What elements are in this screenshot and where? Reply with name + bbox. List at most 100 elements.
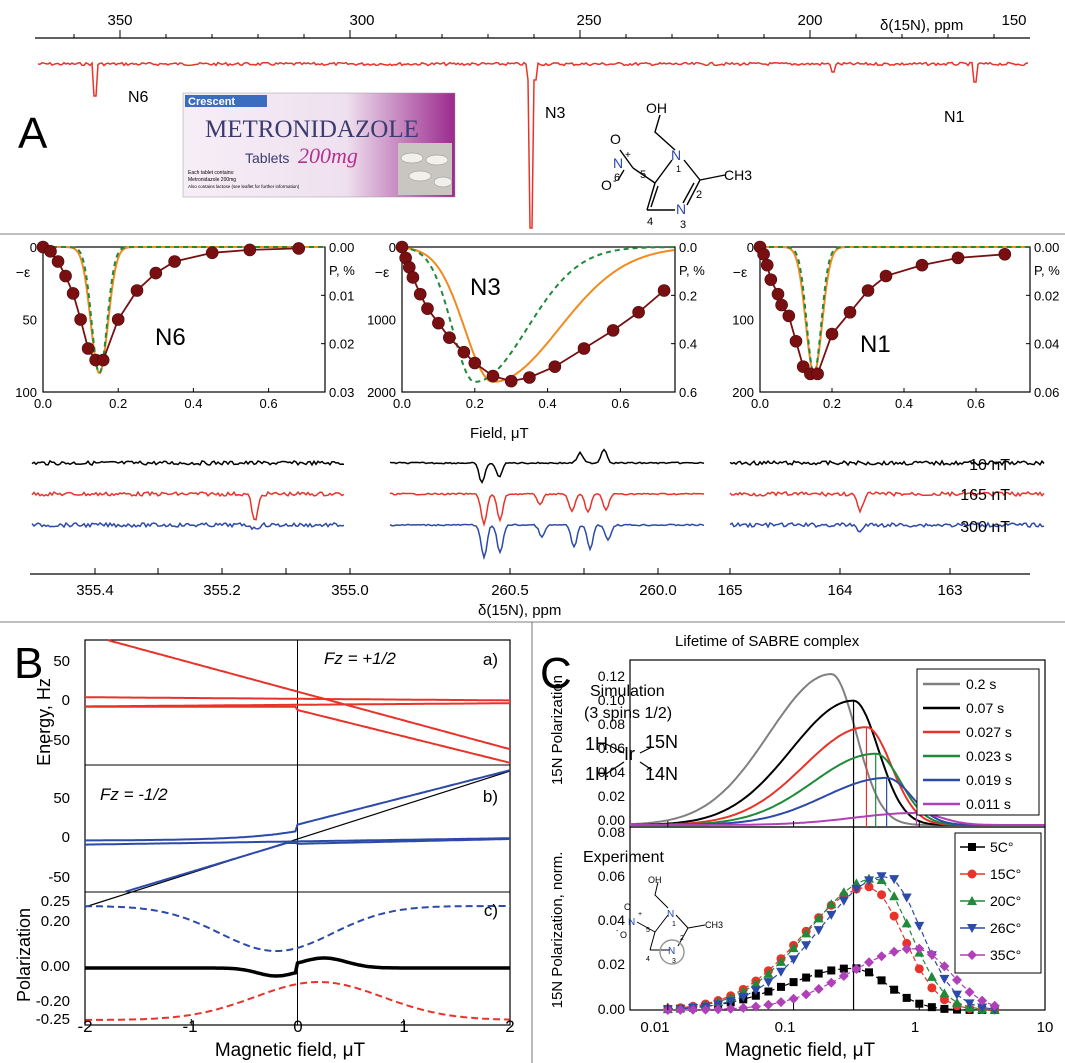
b-b-ytick-m50: -50 bbox=[48, 869, 70, 886]
small-plot-exp-point bbox=[915, 258, 929, 272]
exp-point bbox=[977, 995, 988, 1006]
small-plot-xtick-label: 0.6 bbox=[967, 396, 985, 411]
b-xtick-m1: -1 bbox=[182, 1017, 197, 1036]
mol-nitro-n: N bbox=[613, 155, 623, 171]
small-plot-exp-point bbox=[457, 345, 471, 359]
exp-point bbox=[951, 990, 962, 1000]
complex-bond bbox=[605, 743, 625, 754]
small-plot-left-tick: 2000 bbox=[367, 385, 396, 400]
top-ppm-ticks bbox=[73, 30, 995, 38]
exp-point bbox=[802, 973, 811, 982]
panel-b: B Energy, Hz Polarization a) b) c) Fz = … bbox=[14, 639, 515, 1061]
small-plot-exp-point bbox=[406, 271, 420, 284]
tag-c: c) bbox=[484, 901, 498, 920]
small-plot-exp-point bbox=[523, 371, 536, 384]
small-plot-exp-point bbox=[811, 367, 824, 381]
exp-point bbox=[713, 1004, 724, 1015]
small-plot-sim-green bbox=[43, 246, 325, 374]
exp-point bbox=[813, 926, 824, 936]
exp-point bbox=[863, 957, 874, 968]
fz-minus: Fz = -1/2 bbox=[100, 785, 168, 804]
exp-fit-line bbox=[667, 947, 995, 1011]
small-plot-xtick-label: 0.2 bbox=[109, 396, 127, 411]
small-plot-exp-point bbox=[432, 316, 445, 330]
small-plot-left-tick: 100 bbox=[15, 385, 37, 400]
exp-point bbox=[838, 896, 849, 906]
exp-point bbox=[738, 992, 749, 1002]
exp-point bbox=[940, 1004, 949, 1013]
panel-letter-c: C bbox=[540, 649, 572, 698]
full-spectrum-trace bbox=[37, 61, 1029, 229]
b-c-ytick-000: 0.00 bbox=[41, 958, 70, 975]
c-mol-plus: + bbox=[638, 911, 642, 918]
small-plot-right-tick: 0.2 bbox=[679, 288, 697, 303]
complex-bond bbox=[639, 761, 653, 771]
small-plot-left-label: −ε bbox=[733, 264, 747, 280]
small-plot-right-tick: 0.6 bbox=[679, 385, 697, 400]
polarization-axis-label: Polarization bbox=[14, 908, 34, 1002]
spec-tick-260-0: 260.0 bbox=[639, 582, 677, 599]
sim-y-label: 15N Polarization bbox=[549, 675, 566, 785]
exp-point bbox=[889, 875, 900, 885]
exp-point bbox=[725, 1003, 736, 1014]
b-xtick-1: 1 bbox=[399, 1017, 408, 1036]
top-axis-label: δ(15N), ppm bbox=[880, 17, 963, 34]
small-plot-exp-point bbox=[395, 240, 409, 254]
c-molecule bbox=[636, 881, 706, 965]
small-plot-exp-point bbox=[81, 342, 95, 355]
top-tick-200: 200 bbox=[797, 12, 822, 29]
small-plot-exp-point bbox=[504, 374, 518, 388]
complex-bond bbox=[605, 761, 625, 775]
peak-label-n6: N6 bbox=[128, 89, 149, 106]
small-plot-right-tick: 0.02 bbox=[1034, 288, 1059, 303]
panel-a: 350 300 250 200 150 δ(15N), ppm N6 N3 N1… bbox=[0, 12, 1065, 619]
exp-point bbox=[814, 969, 823, 978]
small-plot-exp-point bbox=[96, 353, 110, 367]
small-plot-xtick-label: 0.4 bbox=[895, 396, 913, 411]
box-brand: Crescent bbox=[188, 96, 235, 108]
exp-point bbox=[926, 949, 937, 960]
mol-ch3: CH3 bbox=[724, 167, 752, 183]
exp-point bbox=[927, 983, 937, 993]
panel-c-plots: 0.2 s 0.07 s 0.027 s 0.023 s 0.019 s 0.011 s 5… bbox=[605, 659, 1046, 1015]
mol-o-top: O bbox=[610, 131, 621, 147]
top-tick-250: 250 bbox=[576, 12, 601, 29]
sim-legend-label: 0.023 s bbox=[966, 748, 1012, 764]
small-plot-left-tick: 0 bbox=[30, 240, 37, 255]
exp-legend-swatch bbox=[967, 896, 977, 905]
exp-legend-swatch bbox=[968, 843, 976, 851]
c-xtick-001: 0.01 bbox=[640, 1019, 669, 1036]
small-plot-exp-point bbox=[292, 242, 305, 255]
exp-point bbox=[826, 977, 837, 988]
c-xtick-10: 10 bbox=[1037, 1019, 1054, 1036]
polarization-center-curve bbox=[85, 956, 510, 978]
c-mol-o-top: O bbox=[624, 902, 631, 912]
b-a-ytick-m50: -50 bbox=[48, 732, 70, 749]
small-plot-name: N6 bbox=[155, 324, 186, 351]
energy-a-level-1 bbox=[108, 639, 511, 751]
mol-o-bottom: O bbox=[601, 177, 612, 193]
c-mol-oh: OH bbox=[648, 875, 662, 885]
exp-point bbox=[851, 884, 862, 894]
exp-point bbox=[788, 943, 799, 953]
exp-point bbox=[764, 987, 773, 996]
small-plot-name: N1 bbox=[860, 331, 891, 358]
sim-label-2: (3 spins 1/2) bbox=[584, 705, 672, 722]
spectrum-trace bbox=[31, 459, 345, 467]
small-plot-right-tick: 0.00 bbox=[329, 240, 354, 255]
box-fine-2: Metronidazole 200mg bbox=[188, 177, 236, 183]
complex-1h-top: 1H bbox=[585, 734, 608, 754]
c-sim-ytick-3: 0.06 bbox=[598, 740, 625, 756]
small-plot-exp-point bbox=[243, 243, 257, 257]
box-name: METRONIDAZOLE bbox=[205, 116, 419, 143]
small-plot-exp-point bbox=[764, 273, 778, 286]
field-axis-label: Field, μT bbox=[470, 425, 529, 442]
small-plot-exp-point bbox=[861, 284, 875, 297]
small-plot-exp-point bbox=[632, 305, 645, 319]
panel-letter-a: A bbox=[18, 109, 48, 158]
spectra-axis-label: δ(15N), ppm bbox=[478, 602, 561, 619]
small-plot-exp-point bbox=[413, 287, 427, 301]
b-b-ytick-0: 0 bbox=[62, 829, 70, 846]
